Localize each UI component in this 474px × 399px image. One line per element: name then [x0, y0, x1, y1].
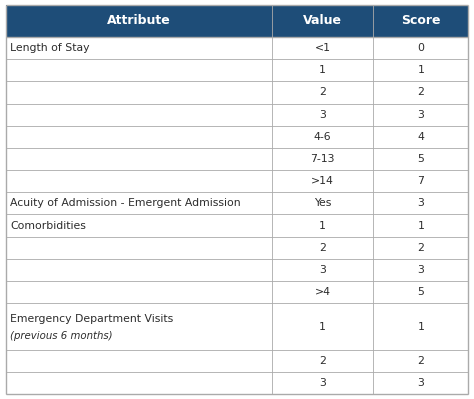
Bar: [272, 281, 374, 303]
Bar: [374, 37, 468, 59]
Bar: [374, 126, 468, 148]
Bar: [272, 5, 374, 37]
Bar: [374, 303, 468, 350]
Text: <1: <1: [315, 43, 330, 53]
Bar: [272, 81, 374, 103]
Text: Length of Stay: Length of Stay: [10, 43, 90, 53]
Bar: [272, 59, 374, 81]
Bar: [6, 372, 272, 394]
Text: 0: 0: [418, 43, 424, 53]
Bar: [6, 5, 272, 37]
Text: 5: 5: [418, 154, 424, 164]
Bar: [6, 192, 272, 215]
Text: 2: 2: [319, 87, 326, 97]
Bar: [6, 103, 272, 126]
Bar: [272, 259, 374, 281]
Bar: [6, 170, 272, 192]
Text: Value: Value: [303, 14, 342, 28]
Bar: [374, 372, 468, 394]
Bar: [272, 237, 374, 259]
Bar: [272, 170, 374, 192]
Text: 3: 3: [418, 198, 424, 208]
Bar: [6, 81, 272, 103]
Text: 3: 3: [319, 378, 326, 388]
Bar: [6, 237, 272, 259]
Text: 2: 2: [319, 243, 326, 253]
Bar: [6, 394, 272, 399]
Bar: [374, 5, 468, 37]
Text: 1: 1: [418, 221, 424, 231]
Bar: [374, 215, 468, 237]
Bar: [374, 394, 468, 399]
Bar: [6, 350, 272, 372]
Bar: [272, 126, 374, 148]
Bar: [6, 59, 272, 81]
Bar: [6, 37, 272, 59]
Text: 2: 2: [418, 87, 424, 97]
Bar: [272, 372, 374, 394]
Bar: [6, 303, 272, 350]
Text: 3: 3: [418, 265, 424, 275]
Bar: [374, 259, 468, 281]
Text: 3: 3: [418, 110, 424, 120]
Text: 3: 3: [319, 265, 326, 275]
Bar: [6, 215, 272, 237]
Bar: [272, 394, 374, 399]
Text: 5: 5: [418, 287, 424, 297]
Bar: [374, 59, 468, 81]
Bar: [374, 281, 468, 303]
Text: Yes: Yes: [314, 198, 331, 208]
Bar: [374, 237, 468, 259]
Text: >4: >4: [315, 287, 330, 297]
Bar: [6, 126, 272, 148]
Text: Score: Score: [401, 14, 441, 28]
Bar: [272, 148, 374, 170]
Bar: [272, 37, 374, 59]
Bar: [272, 350, 374, 372]
Text: >14: >14: [311, 176, 334, 186]
Bar: [272, 192, 374, 215]
Text: 3: 3: [319, 110, 326, 120]
Bar: [272, 103, 374, 126]
Text: 3: 3: [418, 378, 424, 388]
Text: 1: 1: [319, 221, 326, 231]
Text: 1: 1: [319, 322, 326, 332]
Bar: [272, 303, 374, 350]
Text: 1: 1: [418, 65, 424, 75]
Text: 2: 2: [418, 356, 424, 366]
Text: 7-13: 7-13: [310, 154, 335, 164]
Text: 7: 7: [418, 176, 424, 186]
Text: Attribute: Attribute: [107, 14, 171, 28]
Text: 4-6: 4-6: [314, 132, 331, 142]
Text: 1: 1: [319, 65, 326, 75]
Text: 4: 4: [418, 132, 424, 142]
Bar: [374, 81, 468, 103]
Text: (previous 6 months): (previous 6 months): [10, 331, 113, 341]
Bar: [374, 103, 468, 126]
Bar: [374, 192, 468, 215]
Text: 2: 2: [418, 243, 424, 253]
Text: Emergency Department Visits: Emergency Department Visits: [10, 314, 173, 324]
Bar: [6, 148, 272, 170]
Bar: [6, 259, 272, 281]
Bar: [272, 215, 374, 237]
Bar: [6, 281, 272, 303]
Text: Comorbidities: Comorbidities: [10, 221, 86, 231]
Bar: [374, 170, 468, 192]
Text: 2: 2: [319, 356, 326, 366]
Text: Acuity of Admission - Emergent Admission: Acuity of Admission - Emergent Admission: [10, 198, 241, 208]
Bar: [374, 350, 468, 372]
Text: 1: 1: [418, 322, 424, 332]
Bar: [374, 148, 468, 170]
